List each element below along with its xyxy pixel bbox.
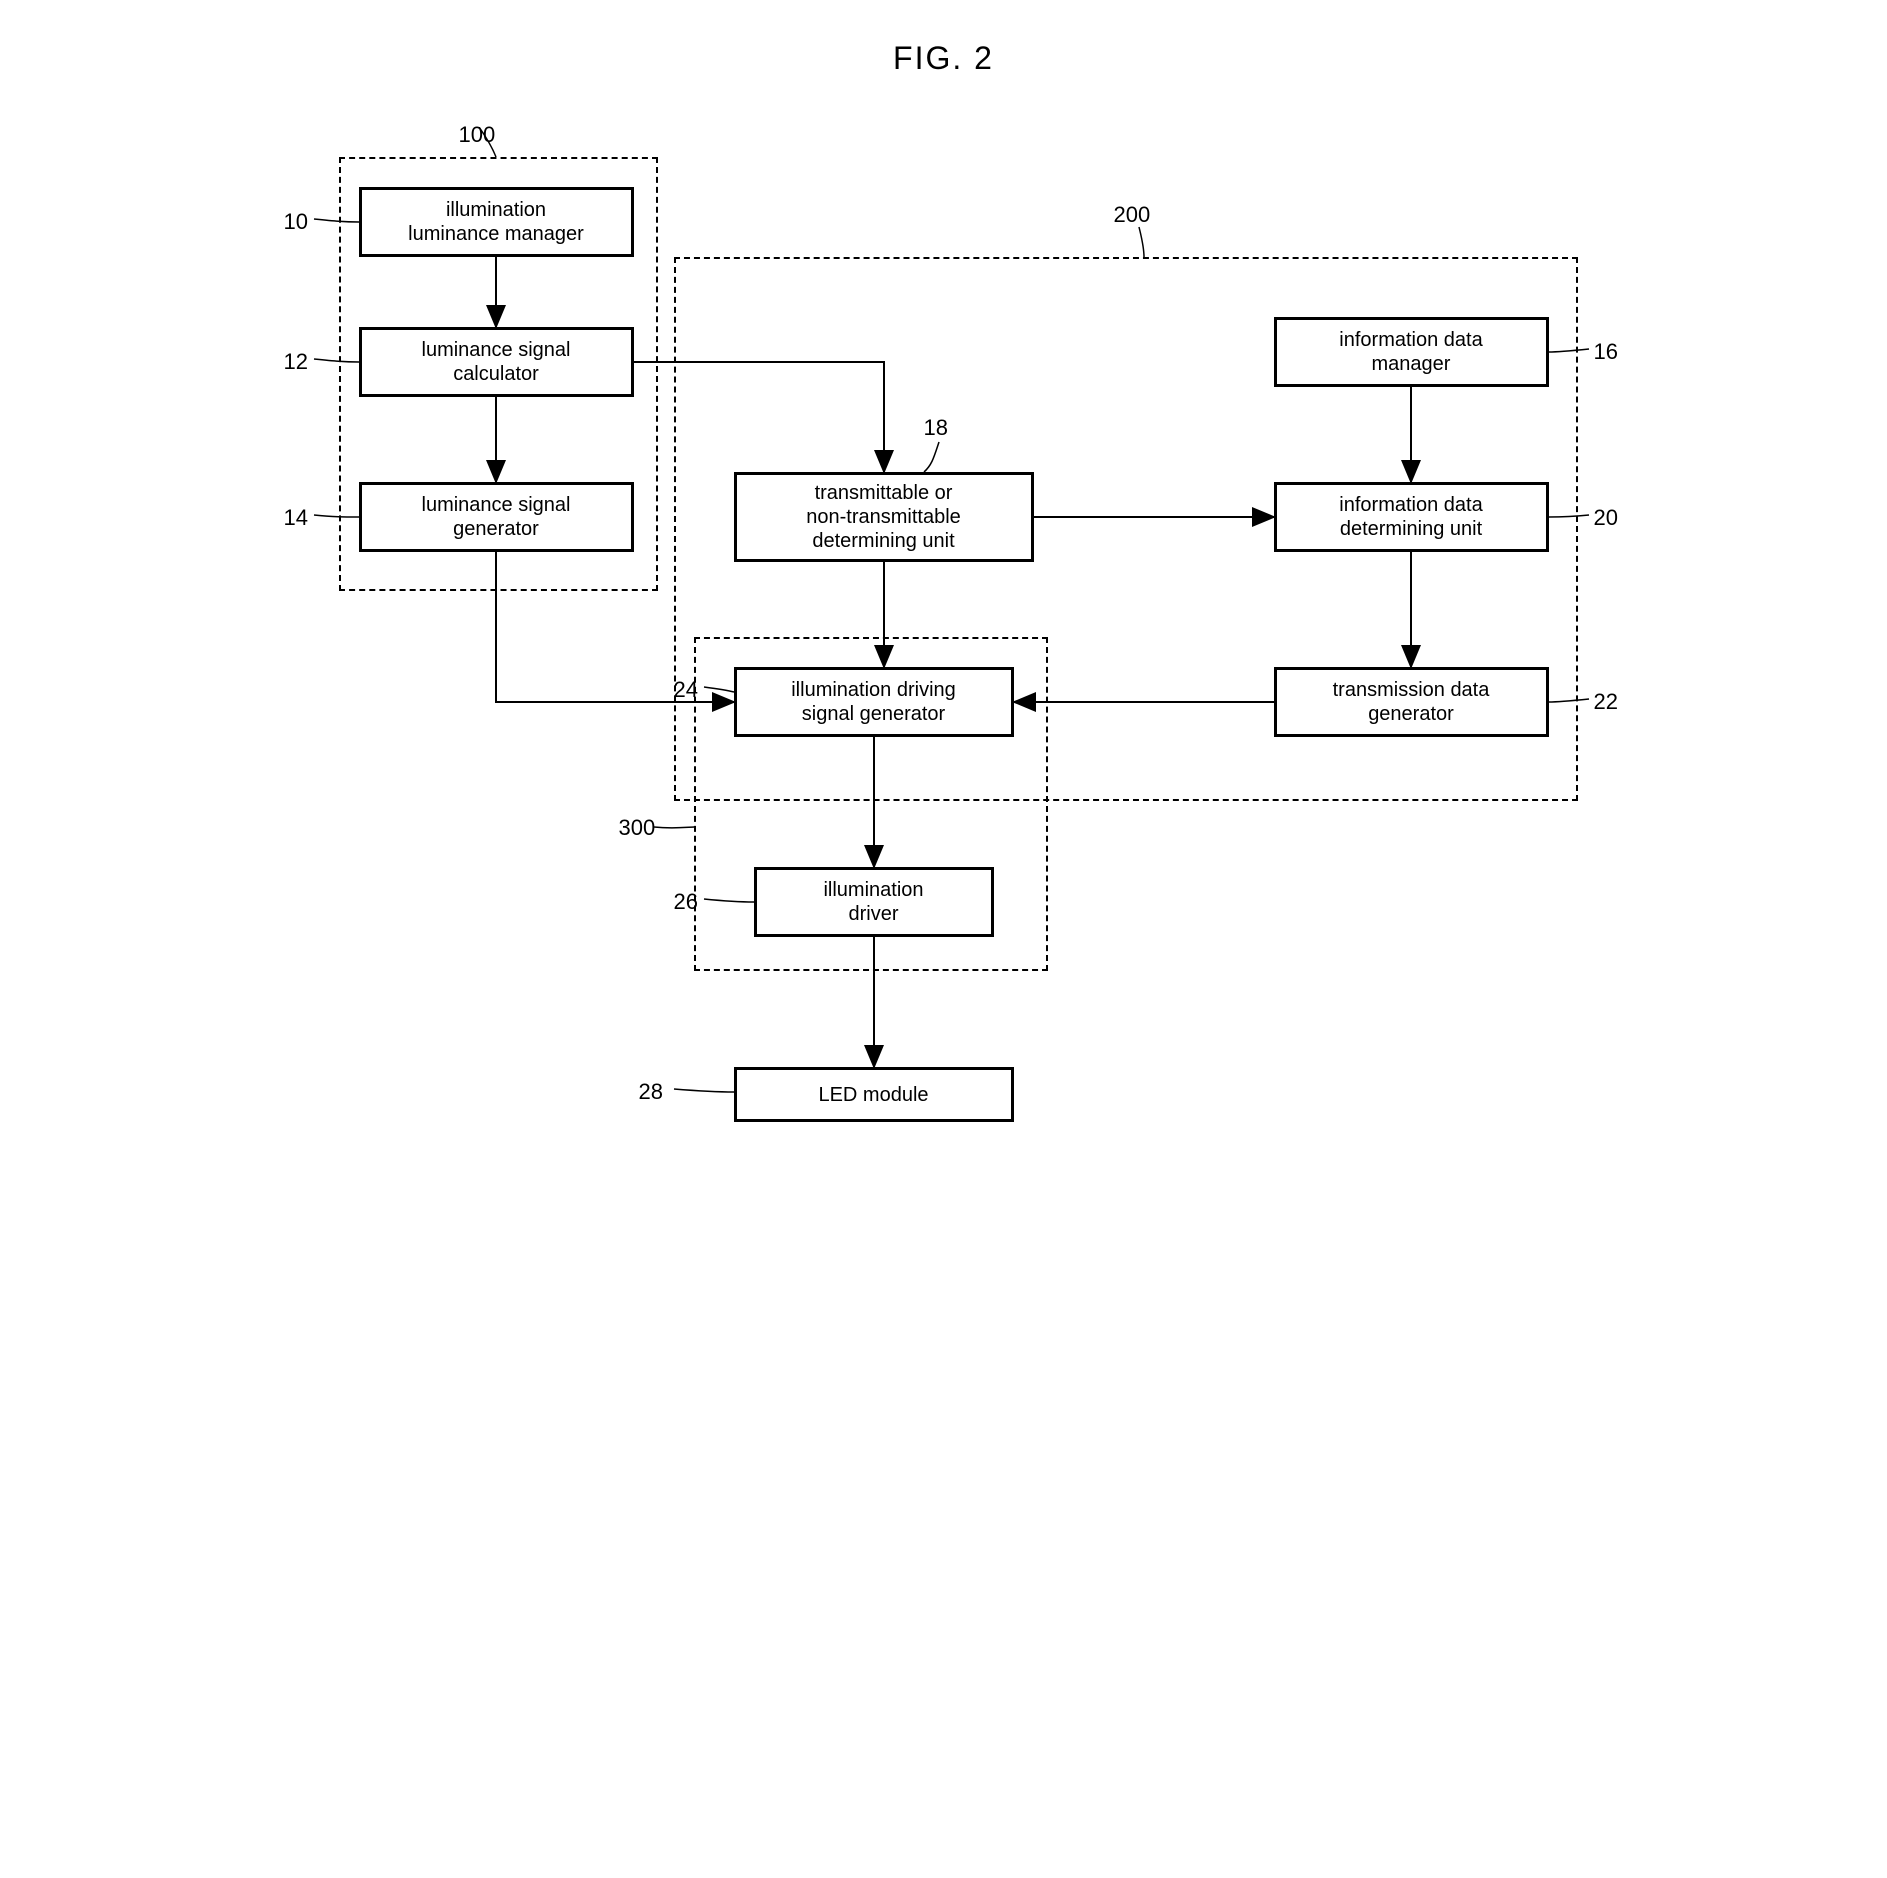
ref-200: 200 bbox=[1114, 202, 1151, 228]
node-label: information datamanager bbox=[1339, 328, 1482, 376]
ref-16: 16 bbox=[1594, 339, 1618, 365]
ref-24: 24 bbox=[674, 677, 698, 703]
node-label: illumination drivingsignal generator bbox=[791, 678, 956, 726]
node-label: transmission datagenerator bbox=[1333, 678, 1490, 726]
leader-line bbox=[654, 827, 694, 828]
ref-14: 14 bbox=[284, 505, 308, 531]
ref-10: 10 bbox=[284, 209, 308, 235]
ref-100: 100 bbox=[459, 122, 496, 148]
node-illumination-driving-signal-generator: illumination drivingsignal generator bbox=[734, 667, 1014, 737]
node-label: luminance signalcalculator bbox=[422, 338, 571, 386]
node-label: LED module bbox=[818, 1083, 928, 1107]
node-label: illuminationluminance manager bbox=[408, 198, 584, 246]
node-label: information datadetermining unit bbox=[1339, 493, 1482, 541]
ref-18: 18 bbox=[924, 415, 948, 441]
node-label: illuminationdriver bbox=[823, 878, 923, 926]
node-information-data-determining-unit: information datadetermining unit bbox=[1274, 482, 1549, 552]
node-led-module: LED module bbox=[734, 1067, 1014, 1122]
ref-20: 20 bbox=[1594, 505, 1618, 531]
ref-12: 12 bbox=[284, 349, 308, 375]
node-label: transmittable ornon-transmittabledetermi… bbox=[806, 481, 961, 553]
figure-title: FIG. 2 bbox=[40, 40, 1847, 77]
ref-300: 300 bbox=[619, 815, 656, 841]
node-illumination-driver: illuminationdriver bbox=[754, 867, 994, 937]
node-transmission-data-generator: transmission datagenerator bbox=[1274, 667, 1549, 737]
ref-28: 28 bbox=[639, 1079, 663, 1105]
ref-26: 26 bbox=[674, 889, 698, 915]
diagram-canvas: illuminationluminance manager luminance … bbox=[244, 127, 1644, 1227]
leader-line bbox=[674, 1089, 734, 1092]
leader-line bbox=[1139, 227, 1144, 257]
node-transmittable-determining-unit: transmittable ornon-transmittabledetermi… bbox=[734, 472, 1034, 562]
node-luminance-signal-calculator: luminance signalcalculator bbox=[359, 327, 634, 397]
ref-22: 22 bbox=[1594, 689, 1618, 715]
node-information-data-manager: information datamanager bbox=[1274, 317, 1549, 387]
node-label: luminance signalgenerator bbox=[422, 493, 571, 541]
node-illumination-luminance-manager: illuminationluminance manager bbox=[359, 187, 634, 257]
node-luminance-signal-generator: luminance signalgenerator bbox=[359, 482, 634, 552]
